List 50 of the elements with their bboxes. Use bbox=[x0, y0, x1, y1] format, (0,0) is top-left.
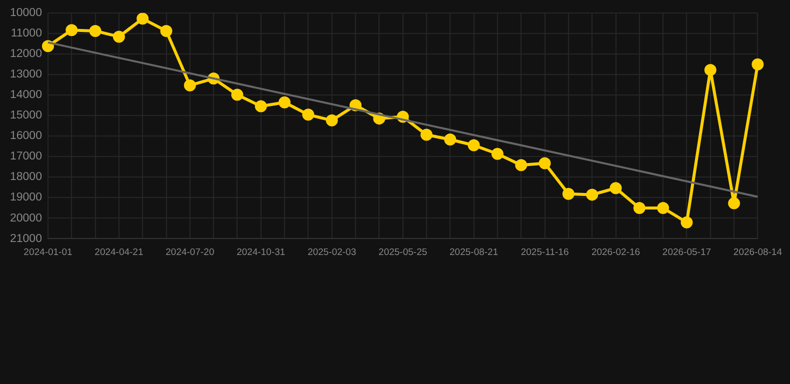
x-tick-label: 2024-07-20 bbox=[166, 246, 214, 258]
x-tick-label: 2024-10-31 bbox=[236, 246, 286, 258]
point bbox=[350, 99, 362, 112]
point bbox=[657, 202, 670, 214]
y-tick-label: 10000 bbox=[10, 7, 42, 20]
point bbox=[444, 133, 456, 146]
x-tick-label: 2026-05-17 bbox=[662, 246, 712, 258]
point bbox=[231, 88, 244, 101]
y-tick-label: 21000 bbox=[10, 232, 42, 245]
x-tick-label: 2024-01-01 bbox=[24, 246, 72, 258]
x-tick-label: 2025-05-25 bbox=[378, 246, 428, 258]
point bbox=[752, 58, 764, 70]
point bbox=[562, 188, 574, 200]
y-tick-label: 17000 bbox=[10, 150, 42, 163]
point bbox=[468, 139, 480, 152]
x-tick-label: 2025-08-21 bbox=[450, 246, 498, 258]
point bbox=[278, 96, 291, 108]
point bbox=[633, 202, 646, 214]
point bbox=[184, 79, 196, 92]
point bbox=[515, 159, 528, 172]
point bbox=[254, 100, 267, 112]
point bbox=[680, 216, 693, 228]
x-tick-label: 2025-02-03 bbox=[308, 246, 356, 258]
x-tick-label: 2026-08-14 bbox=[733, 246, 782, 258]
x-tick-label: 2026-02-16 bbox=[591, 246, 640, 258]
y-tick-label: 16000 bbox=[10, 130, 42, 142]
y-tick-label: 20000 bbox=[10, 212, 42, 224]
point bbox=[491, 148, 504, 160]
point bbox=[728, 197, 740, 210]
point bbox=[420, 128, 432, 141]
x-tick-label: 2025-11-16 bbox=[520, 246, 569, 258]
y-tick-label: 12000 bbox=[10, 48, 42, 60]
point bbox=[302, 108, 314, 121]
point bbox=[704, 64, 716, 76]
y-tick-label: 14000 bbox=[10, 89, 42, 102]
y-tick-label: 15000 bbox=[10, 110, 42, 122]
point bbox=[160, 24, 172, 37]
y-tick-label: 13000 bbox=[10, 68, 42, 81]
point bbox=[66, 24, 78, 36]
x-tick-label: 2024-04-21 bbox=[94, 246, 144, 258]
point bbox=[586, 188, 598, 201]
point bbox=[610, 182, 622, 194]
y-tick-label: 19000 bbox=[10, 192, 42, 204]
point bbox=[538, 157, 551, 170]
point bbox=[136, 12, 149, 25]
y-tick-label: 11000 bbox=[10, 28, 42, 40]
point bbox=[89, 24, 102, 37]
y-tick-label: 18000 bbox=[10, 171, 42, 184]
point bbox=[326, 114, 338, 126]
point bbox=[112, 30, 125, 43]
